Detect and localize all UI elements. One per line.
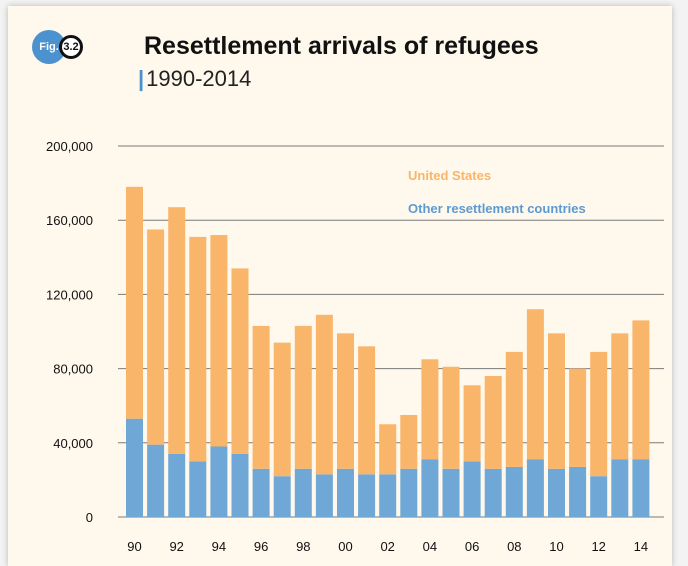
subtitle-separator: | [138,66,145,91]
bar-united-states [126,186,143,419]
bar-other-countries [337,468,354,517]
bar-united-states [379,424,397,475]
bar-united-states [168,207,186,454]
bar-other-countries [147,444,165,517]
x-tick-label: 02 [380,539,394,554]
y-tick-label: 120,000 [46,287,93,302]
bar-other-countries [294,468,312,517]
bar-united-states [231,268,249,454]
x-tick-label: 14 [634,539,648,554]
y-tick-label: 80,000 [53,362,93,377]
bar-united-states [210,235,228,447]
x-tick-label: 96 [254,539,268,554]
fig-number: 3.2 [59,35,83,59]
bar-united-states [421,359,439,460]
bar-united-states [632,320,650,460]
bar-other-countries [569,466,587,517]
bar-united-states [337,333,354,469]
bar-united-states [273,342,291,477]
bar-other-countries [632,459,650,517]
bar-other-countries [611,459,629,517]
bar-united-states [463,385,481,462]
bar-other-countries [210,446,228,517]
bars [126,186,650,517]
bar-other-countries [358,474,376,517]
y-tick-label: 40,000 [53,436,93,451]
y-tick-label: 200,000 [46,139,93,154]
bar-other-countries [252,468,270,517]
bar-united-states [358,346,376,475]
chart-subtitle-text: 1990-2014 [146,66,252,91]
x-tick-label: 94 [212,539,226,554]
bar-other-countries [189,461,207,517]
x-tick-label: 04 [423,539,437,554]
chart-subtitle: |1990-2014 [138,66,251,92]
bar-other-countries [505,466,523,517]
bar-united-states [611,333,629,460]
y-tick-label: 0 [86,510,93,525]
bar-united-states [189,236,207,462]
bar-united-states [484,376,502,469]
bar-other-countries [379,474,397,517]
chart-title: Resettlement arrivals of refugees [144,32,539,60]
legend-united-states: United States [408,168,491,183]
bar-united-states [590,351,608,477]
bar-other-countries [421,459,439,517]
bar-united-states [505,351,523,467]
y-tick-label: 160,000 [46,213,93,228]
x-tick-label: 10 [549,539,563,554]
bar-other-countries [315,474,333,517]
x-tick-label: 98 [296,539,310,554]
bar-united-states [442,366,460,469]
bar-other-countries [548,468,565,517]
x-axis-ticks: 90 92 94 96 98 00 02 04 06 08 10 12 14 [127,539,648,554]
bar-other-countries [590,476,608,517]
x-tick-label: 12 [591,539,605,554]
bar-other-countries [168,453,186,517]
bar-other-countries [526,459,544,517]
bar-other-countries [484,468,502,517]
bar-united-states [252,325,270,469]
bar-united-states [400,414,418,469]
x-tick-label: 92 [169,539,183,554]
x-tick-label: 08 [507,539,521,554]
x-tick-label: 06 [465,539,479,554]
bar-other-countries [400,468,418,517]
bar-united-states [548,333,565,469]
bar-other-countries [273,476,291,517]
legend-other-countries: Other resettlement countries [408,201,586,216]
figure-badge: Fig. 3.2 [32,30,94,64]
bar-other-countries [463,461,481,517]
y-axis-ticks: 0 40,000 80,000 120,000 160,000 200,000 [46,139,93,525]
bar-united-states [315,314,333,475]
bar-other-countries [442,468,460,517]
x-tick-label: 00 [338,539,352,554]
bar-united-states [147,229,165,445]
bar-other-countries [231,453,249,517]
x-tick-label: 90 [127,539,141,554]
bar-other-countries [126,418,143,517]
bar-united-states [294,325,312,469]
bar-united-states [569,368,587,467]
bar-united-states [526,309,544,460]
